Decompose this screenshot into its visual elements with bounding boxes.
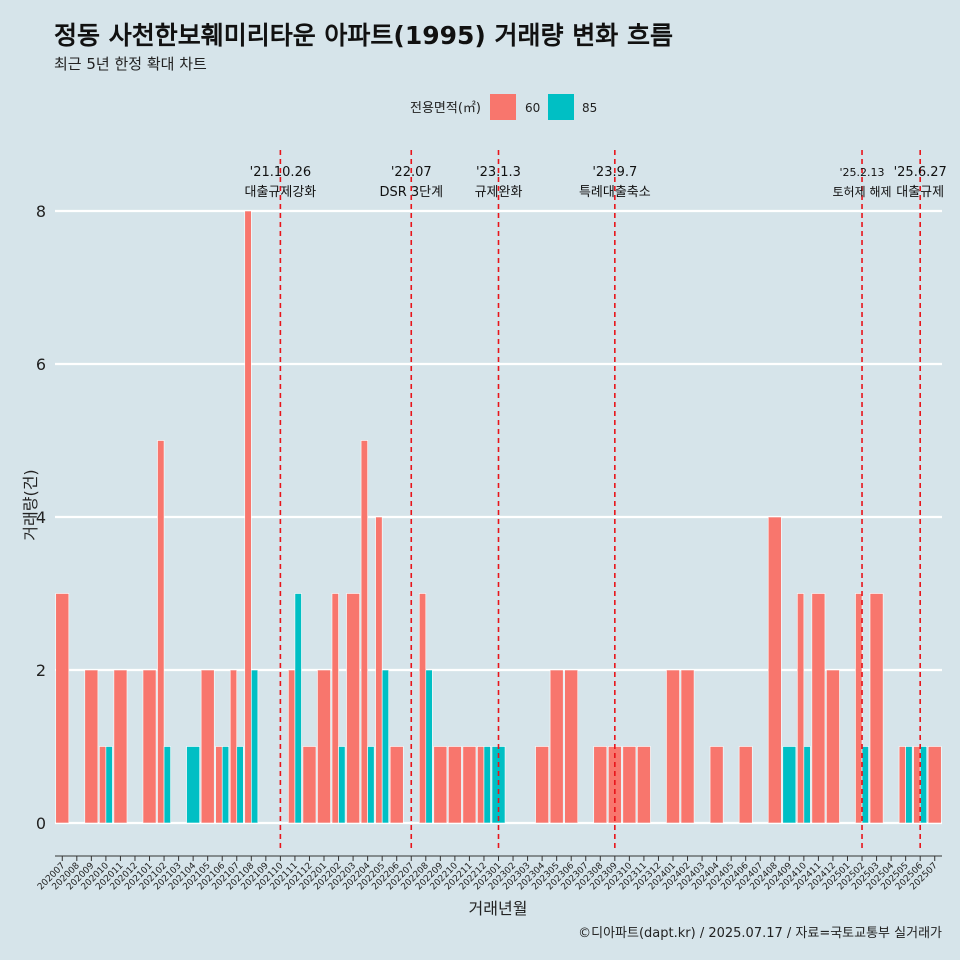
legend-label-60: 60 xyxy=(525,101,540,115)
bar-60 xyxy=(869,593,884,824)
y-tick-label: 2 xyxy=(36,661,46,680)
bar-85 xyxy=(803,746,811,824)
bar-60 xyxy=(477,746,485,824)
legend-label-85: 85 xyxy=(582,101,597,115)
chart-title: 정동 사천한보훼미리타운 아파트(1995) 거래량 변화 흐름 xyxy=(54,21,673,50)
bar-60 xyxy=(157,440,165,824)
bar-60 xyxy=(433,746,448,824)
bar-85 xyxy=(483,746,491,824)
bar-60 xyxy=(302,746,317,824)
x-axis-label: 거래년월 xyxy=(469,899,528,918)
bar-85 xyxy=(221,746,230,824)
event-date: '22.07 xyxy=(391,165,432,180)
legend: 전용면적(㎡) 60 85 xyxy=(410,94,597,120)
bar-60 xyxy=(113,669,128,824)
y-tick-label: 8 xyxy=(36,202,46,221)
bar-60 xyxy=(622,746,637,824)
event-label: 토허제 해제 xyxy=(833,185,892,199)
bar-60 xyxy=(142,669,157,824)
bar-85 xyxy=(105,746,113,824)
event-date: '23.9.7 xyxy=(592,165,637,180)
event-date: '25.2.13 xyxy=(840,166,885,179)
event-label: 대출규제 xyxy=(896,185,944,200)
chart-subtitle: 최근 5년 한정 확대 차트 xyxy=(54,55,207,73)
bars xyxy=(55,210,942,824)
bar-85 xyxy=(163,746,171,824)
bar-60 xyxy=(448,746,462,824)
bar-60 xyxy=(927,746,942,824)
y-tick-label: 4 xyxy=(36,508,46,527)
event-label: 대출규제강화 xyxy=(245,185,317,200)
bar-60 xyxy=(244,210,252,824)
bar-60 xyxy=(99,746,107,824)
bar-60 xyxy=(360,440,368,824)
bar-85 xyxy=(861,746,869,824)
bar-85 xyxy=(294,593,302,824)
event-label: 특례대출축소 xyxy=(579,185,651,200)
event-date: '23.1.3 xyxy=(476,165,521,180)
bar-60 xyxy=(549,669,564,824)
bar-60 xyxy=(331,593,339,824)
bar-60 xyxy=(346,593,360,824)
event-date: '25.6.27 xyxy=(894,165,947,180)
legend-swatch-60 xyxy=(490,94,516,120)
bar-60 xyxy=(767,516,782,824)
event-label: 규제완화 xyxy=(475,185,523,200)
x-axis: 2020072020082020092020102020112020122021… xyxy=(36,855,942,892)
bar-60 xyxy=(215,746,223,824)
bar-60 xyxy=(666,669,680,824)
y-tick-label: 6 xyxy=(36,355,46,374)
bar-60 xyxy=(55,593,70,824)
bar-85 xyxy=(338,746,346,824)
bar-60 xyxy=(811,593,826,824)
bar-60 xyxy=(229,669,238,824)
bar-60 xyxy=(317,669,331,824)
bar-60 xyxy=(738,746,753,824)
event-markers: '21.10.26 대출규제강화 '22.07 DSR 3단계 '23.1.3 규제완화 '… xyxy=(245,150,947,850)
bar-60 xyxy=(535,746,549,824)
bar-60 xyxy=(898,746,906,824)
bar-60 xyxy=(637,746,651,824)
bar-85 xyxy=(236,746,244,824)
bar-60 xyxy=(855,593,863,824)
bar-85 xyxy=(782,746,797,824)
bar-60 xyxy=(826,669,840,824)
legend-title: 전용면적(㎡) xyxy=(410,101,481,116)
bar-85 xyxy=(919,746,928,824)
bar-60 xyxy=(462,746,477,824)
bar-60 xyxy=(564,669,579,824)
bar-60 xyxy=(680,669,695,824)
bar-60 xyxy=(84,669,99,824)
bar-85 xyxy=(905,746,913,824)
y-tick-label: 0 xyxy=(36,814,46,833)
y-axis-ticks: 0 2 4 6 8 xyxy=(36,202,46,833)
event-date: '21.10.26 xyxy=(250,165,311,180)
bar-85 xyxy=(425,669,433,824)
bar-85 xyxy=(367,746,375,824)
bar-60 xyxy=(418,593,427,824)
bar-85 xyxy=(381,669,390,824)
bar-60 xyxy=(200,669,215,824)
bar-60 xyxy=(797,593,805,824)
bar-60 xyxy=(593,746,608,824)
bar-60 xyxy=(709,746,724,824)
bar-85 xyxy=(186,746,200,824)
bar-60 xyxy=(375,516,383,824)
source-caption: ©디아파트(dapt.kr) / 2025.07.17 / 자료=국토교통부 실… xyxy=(578,926,942,941)
bar-60 xyxy=(913,746,921,824)
event-label: DSR 3단계 xyxy=(379,185,443,200)
legend-swatch-85 xyxy=(548,94,574,120)
y-axis-label: 거래량(건) xyxy=(21,469,40,540)
bar-85 xyxy=(251,669,259,824)
bar-60 xyxy=(389,746,404,824)
grid-lines xyxy=(55,209,942,825)
bar-60 xyxy=(288,669,296,824)
